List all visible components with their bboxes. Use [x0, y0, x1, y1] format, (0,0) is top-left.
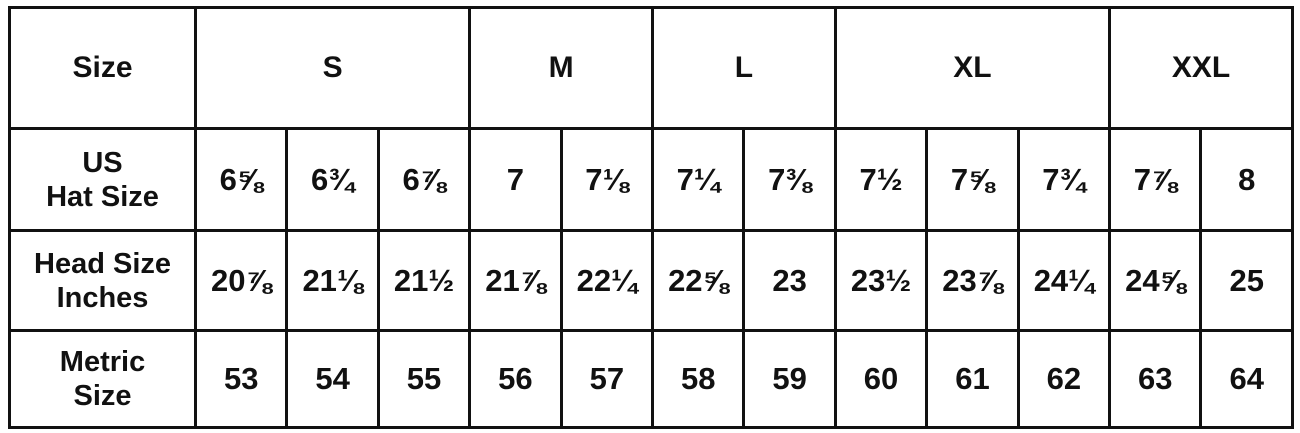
- table-cell: 6⅝: [193, 127, 289, 232]
- row-label-line: Hat Size: [46, 180, 159, 213]
- table-cell: 7¾: [1016, 127, 1112, 232]
- table-cell: 20⅞: [193, 229, 289, 332]
- table-cell: 7⅞: [1108, 127, 1203, 232]
- table-cell: 59: [742, 329, 837, 429]
- hat-size-chart: Size S M L XL XXL US Hat Size 6⅝ 6¾ 6⅞ 7 7⅛ 7¼ 7⅜ 7½ 7…: [8, 6, 1294, 429]
- table-cell: 21½: [376, 229, 472, 332]
- table-cell: 8: [1199, 127, 1294, 232]
- table-cell: 23: [742, 229, 837, 332]
- row-label: US Hat Size: [8, 127, 197, 232]
- size-group-m: M: [468, 6, 655, 130]
- row-label: Head Size Inches: [8, 229, 197, 332]
- table-cell: 6¾: [285, 127, 380, 232]
- size-group-xl: XL: [833, 6, 1112, 130]
- table-cell: 63: [1108, 329, 1203, 429]
- table-cell: 57: [559, 329, 655, 429]
- table-cell: 22⅝: [651, 229, 746, 332]
- table-cell: 56: [468, 329, 563, 429]
- size-group-l: L: [651, 6, 837, 130]
- size-group-s: S: [193, 6, 472, 130]
- table-cell: 7¼: [651, 127, 746, 232]
- table-cell: 23½: [833, 229, 929, 332]
- table-cell: 7½: [833, 127, 929, 232]
- header-label: Size: [8, 6, 197, 130]
- table-row: US Hat Size 6⅝ 6¾ 6⅞ 7 7⅛ 7¼ 7⅜ 7½ 7⅝ 7¾ 7⅞ 8: [8, 127, 1294, 232]
- table-cell: 21⅛: [285, 229, 380, 332]
- row-label-line: Head Size: [34, 247, 171, 280]
- table-cell: 25: [1199, 229, 1294, 332]
- row-label-line: Metric: [59, 346, 146, 378]
- table-cell: 7⅝: [925, 127, 1020, 232]
- table-row: Metric Size 53 54 55 56 57 58 59 60 61 62 63 64: [8, 329, 1294, 429]
- table-row: Head Size Inches 20⅞ 21⅛ 21½ 21⅞ 22¼ 22⅝ 23 23½ 23…: [8, 229, 1294, 332]
- table-cell: 64: [1199, 329, 1294, 429]
- table-cell: 6⅞: [376, 127, 472, 232]
- table-cell: 24⅝: [1108, 229, 1203, 332]
- table-cell: 22¼: [559, 229, 655, 332]
- row-label-line: Inches: [56, 281, 149, 314]
- table-cell: 21⅞: [468, 229, 563, 332]
- table-cell: 7⅛: [559, 127, 655, 232]
- table-cell: 61: [925, 329, 1020, 429]
- row-label-line: US: [82, 146, 123, 179]
- size-group-xxl: XXL: [1108, 6, 1294, 130]
- table-cell: 58: [651, 329, 746, 429]
- table-cell: 54: [285, 329, 380, 429]
- row-label: Metric Size: [8, 329, 197, 429]
- table-cell: 23⅞: [925, 229, 1020, 332]
- header-row: Size S M L XL XXL: [8, 6, 1294, 130]
- row-label-line: Size: [73, 380, 132, 412]
- table-cell: 53: [193, 329, 289, 429]
- table-cell: 24¼: [1016, 229, 1112, 332]
- table-cell: 62: [1016, 329, 1112, 429]
- table-cell: 60: [833, 329, 929, 429]
- table-cell: 7: [468, 127, 563, 232]
- table-cell: 7⅜: [742, 127, 837, 232]
- table-cell: 55: [376, 329, 472, 429]
